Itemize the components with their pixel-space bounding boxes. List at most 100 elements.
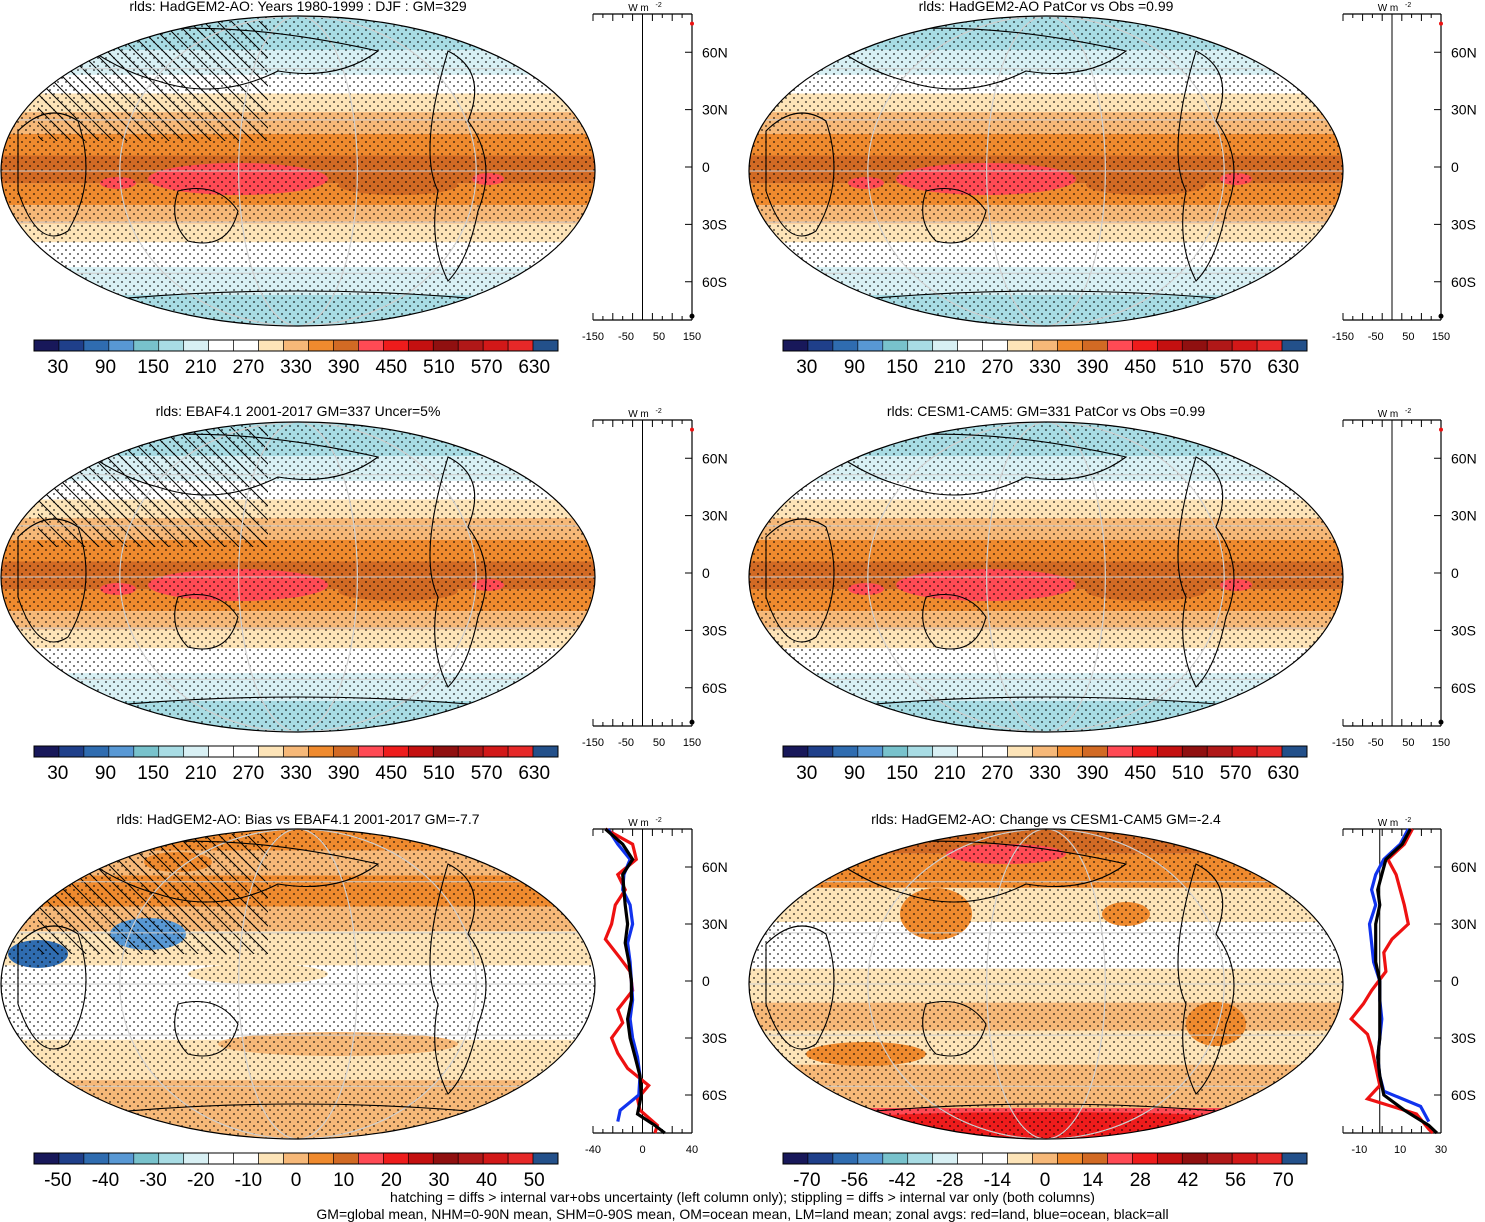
colorbar-swatch xyxy=(907,745,934,758)
zonal-lat-label: 30N xyxy=(702,102,728,118)
zonal-x-tick-label: 50 xyxy=(653,737,665,749)
map-border xyxy=(0,421,596,733)
zonal-x-tick-label: -40 xyxy=(585,1144,601,1156)
colorbar-tick-label: 270 xyxy=(982,763,1014,784)
colorbar-tick-label: 270 xyxy=(233,763,265,784)
map-panel-3 xyxy=(0,421,596,733)
colorbar-tick-label: -28 xyxy=(936,1170,963,1190)
colorbar-tick-label: 450 xyxy=(375,357,407,378)
colorbar-swatch xyxy=(1007,1152,1033,1165)
colorbar-tick-label: 150 xyxy=(886,357,918,378)
zonal-lat-label: 30S xyxy=(1451,622,1476,638)
zonal-units-exponent: -2 xyxy=(656,817,662,824)
zonal-lat-label: 60N xyxy=(1451,859,1477,875)
colorbar-tick-label: 90 xyxy=(844,763,865,784)
colorbar-tick-label: 70 xyxy=(1273,1170,1294,1190)
colorbar-swatch xyxy=(857,745,884,758)
colorbar-tick-label: -50 xyxy=(44,1170,71,1190)
colorbar-swatch xyxy=(83,1152,110,1165)
zonal-x-tick-label: 0 xyxy=(639,1144,645,1156)
zonal-x-tick-label: -50 xyxy=(1368,331,1384,343)
colorbar-swatch xyxy=(1156,1152,1183,1165)
colorbar-tick-label: 450 xyxy=(1124,357,1156,378)
colorbar-tick-label: 630 xyxy=(518,357,550,378)
colorbar-swatch xyxy=(832,339,859,352)
colorbar-tick-label: -56 xyxy=(841,1170,868,1190)
colorbar-tick-label: 390 xyxy=(1077,763,1109,784)
colorbar-swatch xyxy=(1057,745,1083,758)
colorbar-swatch xyxy=(1007,339,1033,352)
zonal-end-marker xyxy=(1439,427,1443,432)
colorbar-tick-label: 20 xyxy=(381,1170,402,1190)
colorbar-swatch xyxy=(482,1152,509,1165)
colorbar-swatch xyxy=(1281,1152,1308,1165)
colorbar-swatch xyxy=(1156,745,1183,758)
colorbar-swatch xyxy=(333,339,359,352)
colorbar-swatch xyxy=(133,745,160,758)
zonal-end-marker xyxy=(690,427,694,432)
colorbar-tick-label: 330 xyxy=(1029,763,1061,784)
colorbar-tick-label: 56 xyxy=(1225,1170,1246,1190)
colorbar-swatch xyxy=(957,745,983,758)
zonal-x-tick-label: 30 xyxy=(1435,1144,1447,1156)
colorbar-tick-label: 270 xyxy=(233,357,265,378)
zonal-panel-5: W m -2 -40 0 40 60N 30N 0 30S 60S xyxy=(585,817,728,1156)
map-border xyxy=(748,828,1344,1140)
colorbar-swatch xyxy=(283,1152,309,1165)
zonal-units-label: W m xyxy=(628,409,649,420)
zonal-line-all xyxy=(1374,828,1438,1135)
zonal-lat-label: 30N xyxy=(702,916,728,932)
colorbar-swatch xyxy=(407,745,434,758)
zonal-x-tick-label: 40 xyxy=(686,1144,698,1156)
colorbar-tick-label: -10 xyxy=(235,1170,262,1190)
colorbar-swatch xyxy=(782,1152,809,1165)
colorbar-swatch xyxy=(882,339,909,352)
colorbar-swatch xyxy=(907,1152,934,1165)
colorbar-swatch xyxy=(1256,1152,1283,1165)
colorbar-swatch xyxy=(308,1152,334,1165)
colorbar-swatch xyxy=(33,339,60,352)
zonal-line-land xyxy=(1349,828,1434,1135)
panel-title-4: rlds: CESM1-CAM5: GM=331 PatCor vs Obs =… xyxy=(887,403,1205,419)
colorbar-swatch xyxy=(208,339,234,352)
colorbar-swatch xyxy=(1132,745,1158,758)
colorbar-swatch xyxy=(383,339,409,352)
colorbar-swatch xyxy=(1156,339,1183,352)
colorbar-swatch xyxy=(882,745,909,758)
colorbar-tick-label: 0 xyxy=(1040,1170,1051,1190)
colorbar-tick-label: 570 xyxy=(471,357,503,378)
colorbar-swatch xyxy=(1181,1152,1208,1165)
zonal-lat-label: 30N xyxy=(1451,102,1477,118)
zonal-x-tick-label: 10 xyxy=(1394,1144,1406,1156)
map-panel-2 xyxy=(748,15,1344,327)
colorbar-swatch xyxy=(507,339,534,352)
colorbar-swatch xyxy=(457,745,484,758)
zonal-lat-label: 60N xyxy=(1451,450,1477,466)
colorbar-swatch xyxy=(1132,1152,1158,1165)
colorbar-swatch xyxy=(1032,745,1058,758)
colorbar-swatch xyxy=(108,1152,135,1165)
zonal-lat-label: 30S xyxy=(1451,1030,1476,1046)
colorbar-swatch xyxy=(1231,339,1258,352)
colorbar-tick-label: 630 xyxy=(1267,357,1299,378)
colorbar-tick-label: 570 xyxy=(471,763,503,784)
colorbar-swatch xyxy=(358,339,384,352)
colorbar-swatch xyxy=(1206,1152,1233,1165)
zonal-lat-label: 30N xyxy=(1451,916,1477,932)
colorbar-swatch xyxy=(183,339,209,352)
colorbar-tick-label: 390 xyxy=(328,763,360,784)
colorbar-tick-label: 150 xyxy=(886,763,918,784)
colorbar-swatch xyxy=(33,1152,60,1165)
colorbar-tick-label: 28 xyxy=(1130,1170,1151,1190)
zonal-lat-label: 60S xyxy=(1451,1087,1476,1103)
colorbar-tick-label: 210 xyxy=(934,357,966,378)
zonal-units-exponent: -2 xyxy=(656,408,662,415)
zonal-x-tick-label: 50 xyxy=(1402,737,1414,749)
zonal-lat-label: 0 xyxy=(1451,565,1459,581)
colorbar-swatch xyxy=(432,339,459,352)
zonal-lat-label: 30N xyxy=(702,508,728,524)
zonal-x-tick-label: -10 xyxy=(1351,1144,1367,1156)
zonal-lat-label: 60S xyxy=(1451,274,1476,290)
colorbar-swatch xyxy=(183,1152,209,1165)
colorbar-swatch xyxy=(158,745,185,758)
